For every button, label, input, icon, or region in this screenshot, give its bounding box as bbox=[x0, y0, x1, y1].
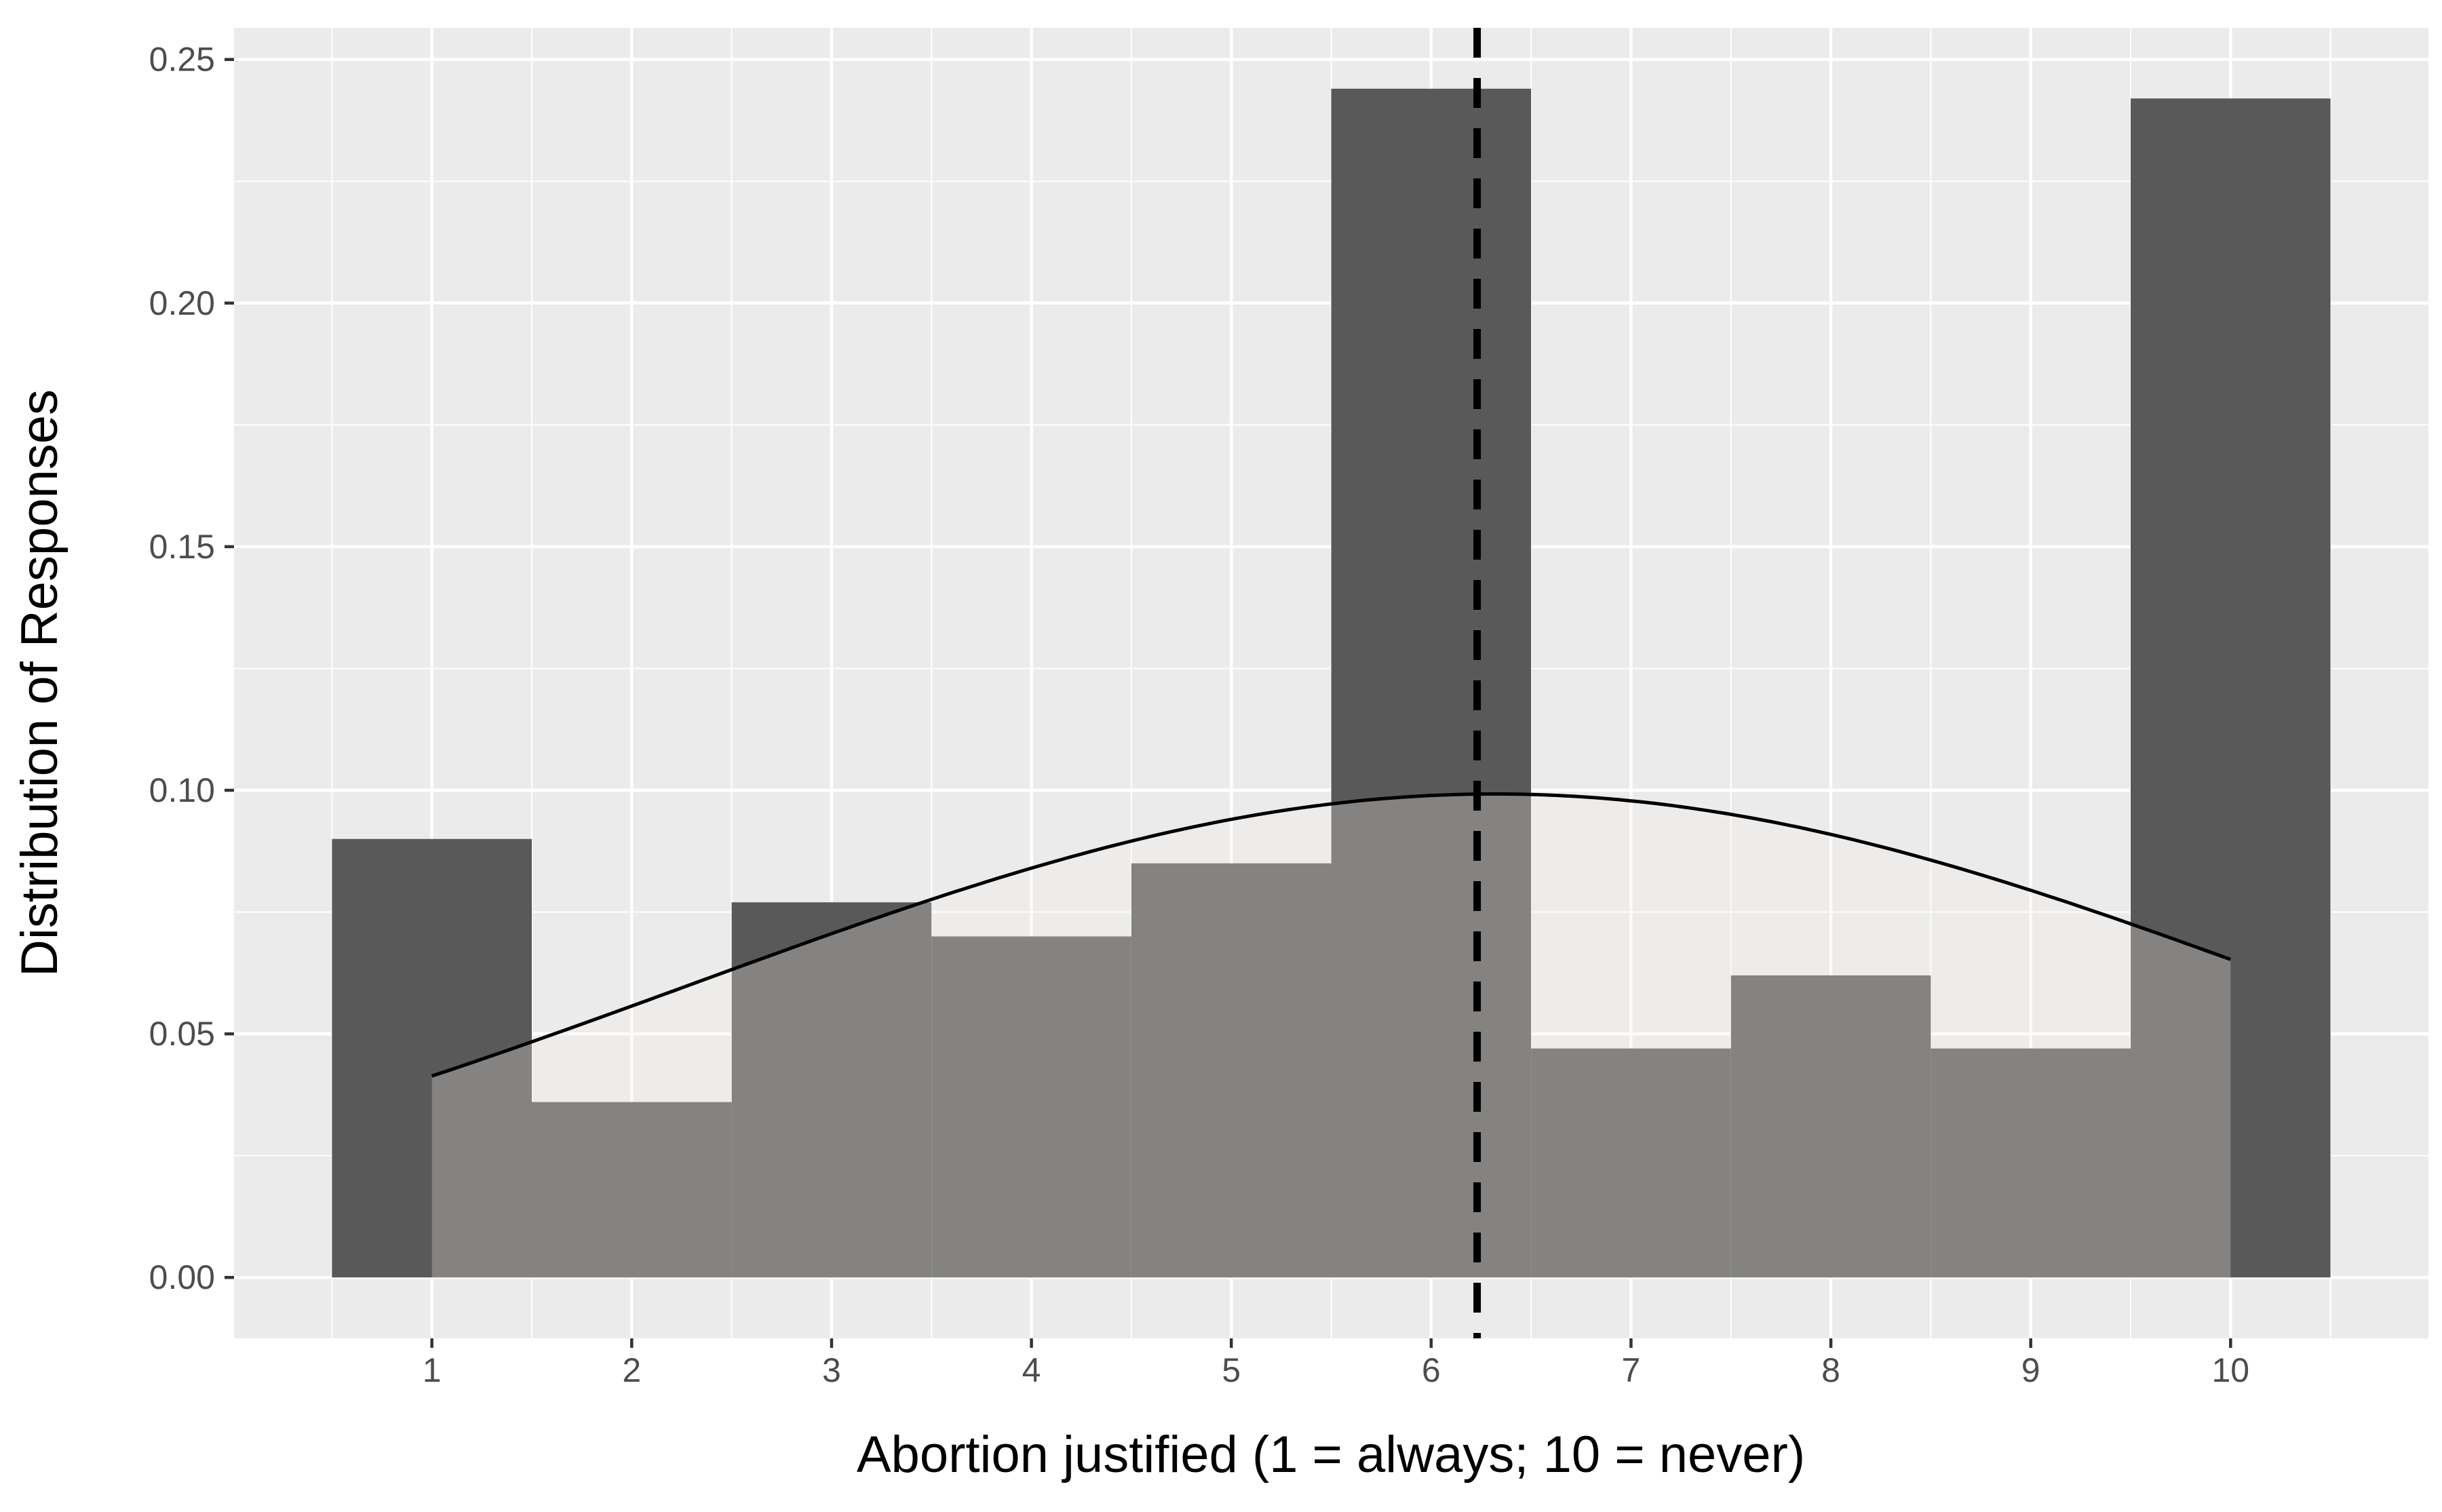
histogram-bar bbox=[1131, 863, 1332, 1278]
x-tick-label: 3 bbox=[822, 1351, 841, 1389]
density-line bbox=[431, 792, 2232, 1078]
x-tick-label: 10 bbox=[2212, 1351, 2250, 1389]
histogram-bar bbox=[1331, 88, 1532, 1278]
histogram-bar bbox=[1931, 1048, 2131, 1278]
y-tick-label: 0.00 bbox=[149, 1258, 215, 1296]
x-tick-label: 4 bbox=[1022, 1351, 1041, 1389]
x-axis-title: Abortion justified (1 = always; 10 = nev… bbox=[857, 1426, 1805, 1484]
y-axis-title: Distribution of Responses bbox=[11, 389, 69, 977]
y-tick-label: 0.10 bbox=[149, 771, 215, 809]
histogram-bar bbox=[1730, 975, 1931, 1278]
density-curve bbox=[431, 792, 2232, 1278]
x-tick-label: 9 bbox=[2021, 1351, 2040, 1389]
x-tick-label: 5 bbox=[1222, 1351, 1241, 1389]
x-tick-label: 2 bbox=[622, 1351, 641, 1389]
histogram-bar bbox=[931, 936, 1131, 1278]
histogram-bar bbox=[731, 902, 932, 1278]
y-tick-label: 0.15 bbox=[149, 528, 215, 566]
density-area bbox=[431, 794, 2231, 1278]
histogram-bar bbox=[2131, 98, 2331, 1278]
y-tick-label: 0.05 bbox=[149, 1015, 215, 1053]
axes: 0.00 0.05 0.10 0.15 0.20 0.25 1 2 3 4 5 6 7 8 9 10 bbox=[149, 41, 2249, 1389]
x-tick-label: 8 bbox=[1821, 1351, 1840, 1389]
histogram-bar bbox=[1531, 1048, 1731, 1278]
x-tick-label: 1 bbox=[423, 1351, 442, 1389]
x-tick-label: 6 bbox=[1422, 1351, 1441, 1389]
histogram-bar bbox=[531, 1102, 732, 1278]
histogram-bar bbox=[332, 838, 532, 1278]
y-tick-label: 0.25 bbox=[149, 41, 215, 79]
x-tick-label: 7 bbox=[1622, 1351, 1641, 1389]
y-tick-label: 0.20 bbox=[149, 284, 215, 322]
histogram-bars bbox=[332, 88, 2331, 1278]
